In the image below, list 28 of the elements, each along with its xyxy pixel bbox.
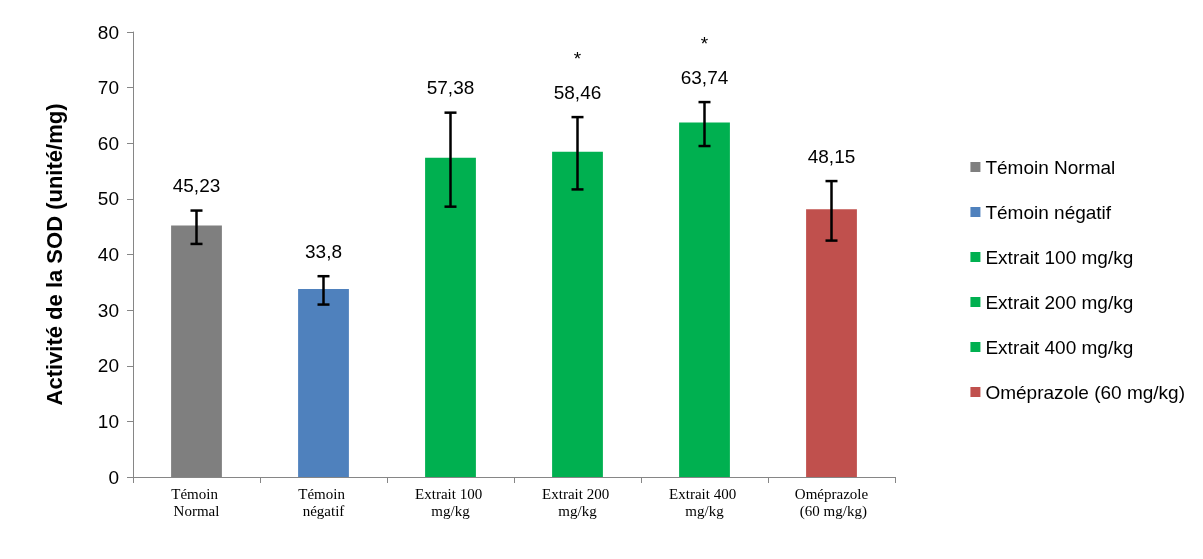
legend-label: Extrait 200 mg/kg [985,291,1134,313]
y-tick-label: 30 [97,299,119,321]
y-tick-label: 80 [97,21,119,43]
y-tick-label: 40 [97,244,119,265]
legend-label: Extrait 100 mg/kg [985,246,1134,268]
legend-label: Extrait 400 mg/kg [985,336,1134,358]
y-tick-label: 50 [97,188,119,210]
y-tick-label: 0 [108,466,119,488]
data-label: * 58,46 [553,47,602,103]
legend-label: Témoin négatif [985,201,1112,223]
x-tick-label: Extrait 100 mg/kg [415,485,486,519]
y-axis-title: Activité de la SOD (unité/mg) [41,103,67,406]
data-label: 33,8 [305,240,342,262]
y-tick-label: 70 [97,77,119,99]
legend-label: Oméprazole (60 mg/kg) [985,381,1185,403]
x-tick-label: Extrait 400 mg/kg [669,485,740,519]
data-label: * 63,74 [680,32,729,88]
data-label: 48,15 [807,145,856,167]
y-tick-label: 60 [97,132,119,154]
legend-label: Témoin Normal [985,156,1116,178]
x-tick-label: Témoin négatif [298,485,349,519]
x-tick-label: Témoin Normal [171,485,222,519]
y-tick-label: 20 [97,355,119,377]
x-tick-label: Extrait 200 mg/kg [542,485,613,519]
y-tick-label: 10 [97,410,119,432]
data-label: 57,38 [426,77,475,99]
x-tick-label: Oméprazole (60 mg/kg) [794,485,869,520]
data-label: 45,23 [172,175,221,197]
